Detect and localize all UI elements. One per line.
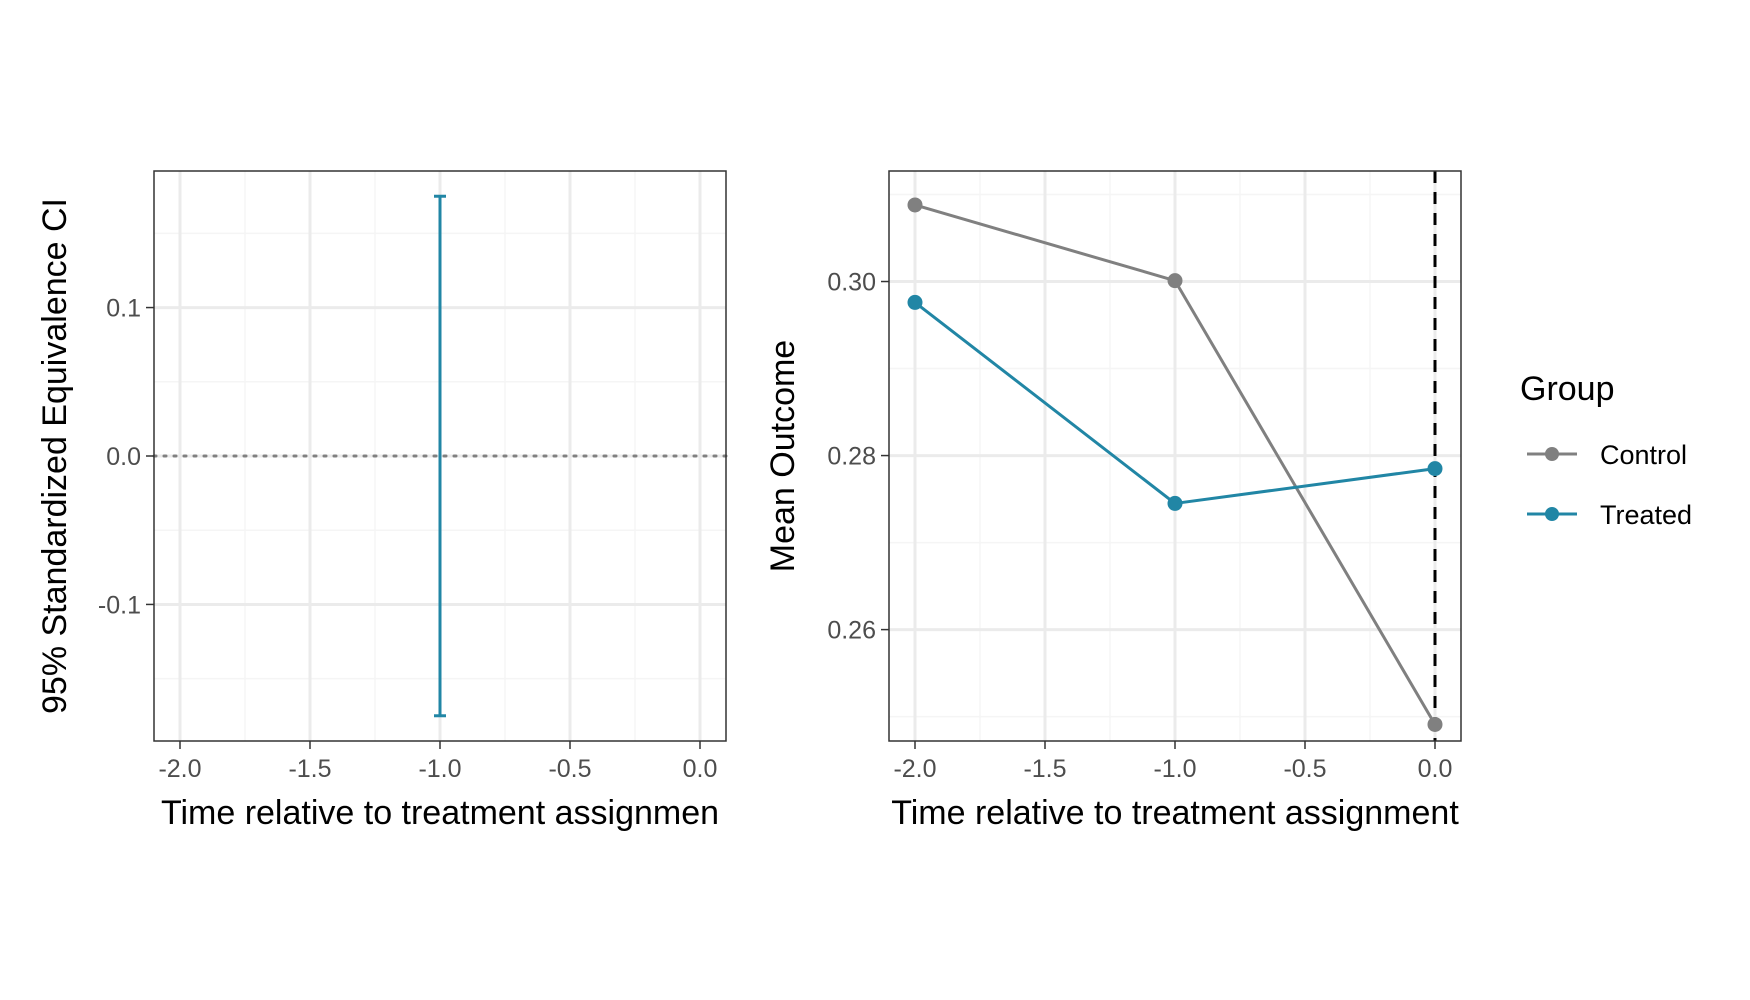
equivalence-ci-x-tick-label-0: 0.0 (683, 755, 718, 783)
legend-key-control-point (1545, 447, 1559, 461)
equivalence-ci-y-tick-label-0_1: 0.1 (106, 295, 141, 323)
legend-item-treated: Treated (1527, 500, 1692, 530)
legend-label-control: Control (1600, 440, 1687, 470)
equivalence-ci-y-tick-label-0: 0.0 (106, 443, 141, 471)
equivalence-ci-x-tick-label-m1_5: -1.5 (288, 755, 331, 783)
legend-title: Group (1520, 370, 1615, 408)
control-point-m2 (907, 197, 923, 213)
mean-outcome-panel: -2.0 -1.5 -1.0 -0.5 0.0 0.26 0.28 0.30 Time rel… (764, 170, 1462, 832)
treated-point-m1 (1167, 495, 1183, 511)
mean-outcome-y-tick-label-0_3: 0.30 (827, 269, 876, 297)
equivalence-ci-marks (434, 194, 446, 718)
control-point-0 (1427, 716, 1443, 732)
mean-outcome-x-axis-title: Time relative to treatment assignment (891, 794, 1459, 832)
treated-point-m2 (907, 294, 923, 310)
mean-outcome-marks (907, 197, 1443, 732)
mean-outcome-gridlines (889, 171, 1461, 741)
mean-outcome-x-tick-label-m2: -2.0 (893, 755, 936, 783)
equivalence-ci-panel: -2.0 -1.5 -1.0 -0.5 0.0 -0.1 0.0 0.1 Time relat… (36, 170, 728, 832)
mean-outcome-x-tick-label-m1_5: -1.5 (1023, 755, 1066, 783)
legend: Group Control Treated (1520, 370, 1692, 530)
equivalence-ci-x-tick-label-m0_5: -0.5 (548, 755, 591, 783)
equivalence-ci-x-axis-title: Time relative to treatment assignmen (161, 794, 719, 832)
mean-outcome-x-tick-label-0: 0.0 (1418, 755, 1453, 783)
mean-outcome-y-tick-label-0_26: 0.26 (827, 617, 876, 645)
mean-outcome-x-tick-label-m1: -1.0 (1153, 755, 1196, 783)
equivalence-ci-x-tick-label-m2: -2.0 (158, 755, 201, 783)
equivalence-ci-axes: -2.0 -1.5 -1.0 -0.5 0.0 -0.1 0.0 0.1 (98, 295, 717, 783)
equivalence-ci-y-tick-label-m0_1: -0.1 (98, 591, 141, 619)
control-point-m1 (1167, 273, 1183, 289)
legend-item-control: Control (1527, 440, 1687, 470)
mean-outcome-axes: -2.0 -1.5 -1.0 -0.5 0.0 0.26 0.28 0.30 (827, 269, 1452, 783)
mean-outcome-y-tick-label-0_28: 0.28 (827, 443, 876, 471)
legend-label-treated: Treated (1600, 500, 1692, 530)
legend-key-treated-point (1545, 507, 1559, 521)
equivalence-ci-x-tick-label-m1: -1.0 (418, 755, 461, 783)
mean-outcome-y-axis-title: Mean Outcome (764, 340, 802, 572)
treated-point-0 (1427, 461, 1443, 477)
equivalence-ci-y-axis-title: 95% Standardized Equivalence CI (36, 198, 74, 714)
mean-outcome-x-tick-label-m0_5: -0.5 (1283, 755, 1326, 783)
